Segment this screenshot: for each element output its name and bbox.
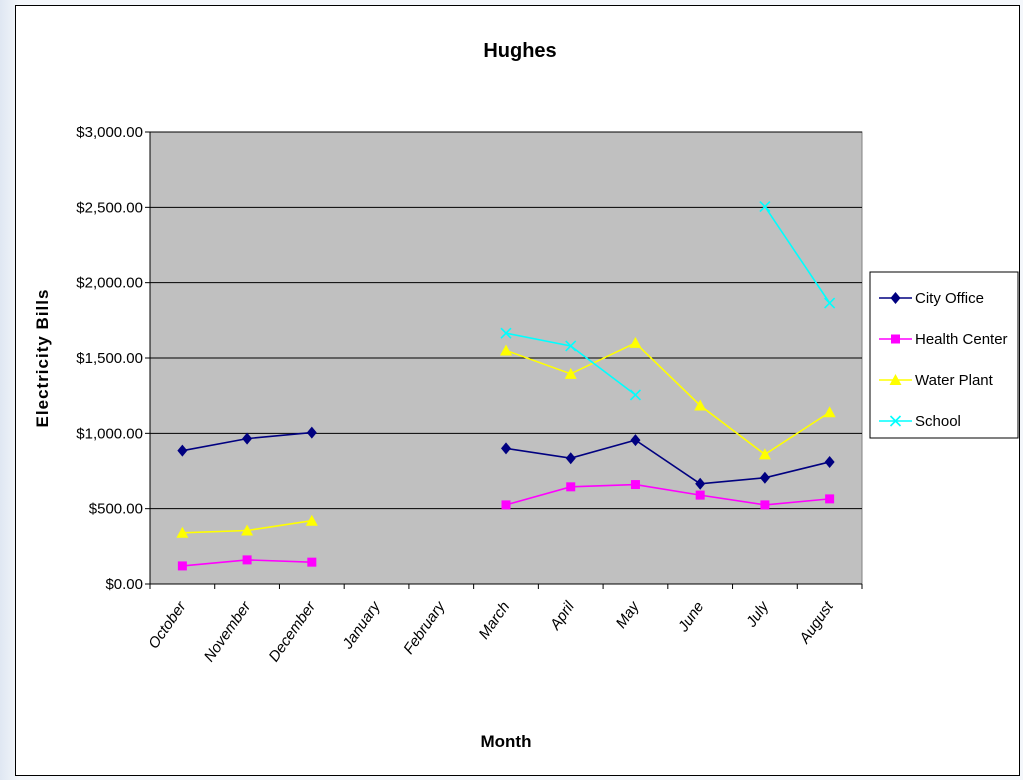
y-tick-label: $1,000.00: [76, 425, 143, 442]
data-point-water-plant: [823, 406, 836, 418]
data-point-health-center: [501, 500, 511, 510]
legend-label-health-center: Health Center: [915, 331, 1008, 348]
x-tick-label: February: [400, 597, 449, 657]
data-point-health-center: [242, 555, 252, 565]
y-tick-label: $0.00: [105, 576, 143, 593]
data-point-water-plant: [564, 367, 577, 379]
y-tick-label: $2,500.00: [76, 199, 143, 216]
x-tick-label: March: [475, 599, 513, 643]
data-point-health-center: [307, 557, 317, 567]
data-point-city-office: [565, 452, 576, 465]
data-point-water-plant: [305, 514, 318, 526]
data-point-city-office: [759, 471, 770, 484]
data-point-water-plant: [500, 344, 512, 356]
data-point-city-office: [824, 455, 835, 468]
series-line-school: [764, 206, 831, 304]
series-line-water-plant: [505, 341, 831, 456]
legend-label-city-office: City Office: [915, 290, 984, 307]
data-point-water-plant: [241, 524, 254, 536]
data-point-city-office: [695, 477, 706, 490]
data-point-city-office: [501, 442, 511, 455]
data-point-city-office: [177, 444, 188, 457]
legend-marker-water-plant: [889, 374, 902, 385]
x-tick-label: January: [339, 597, 385, 653]
data-point-water-plant: [176, 526, 189, 538]
data-point-city-office: [306, 426, 317, 439]
x-tick-label: December: [265, 598, 319, 665]
data-point-health-center: [630, 480, 640, 490]
data-point-water-plant: [629, 336, 642, 348]
x-tick-label: October: [145, 598, 190, 652]
data-point-water-plant: [758, 448, 771, 460]
data-point-school: [759, 201, 771, 213]
x-tick-label: June: [674, 599, 707, 636]
legend-marker-city-office: [890, 292, 901, 304]
x-tick-label: August: [796, 598, 838, 648]
data-point-health-center: [825, 494, 835, 504]
x-tick-label: May: [613, 597, 644, 631]
y-tick-label: $2,000.00: [76, 275, 143, 292]
series-line-city-office: [505, 439, 830, 485]
y-tick-label: $1,500.00: [76, 350, 143, 367]
data-point-school: [565, 340, 577, 352]
x-axis-title: Month: [481, 732, 532, 751]
data-point-school: [629, 389, 642, 401]
x-tick-label: November: [201, 598, 255, 665]
x-tick-label: July: [742, 597, 773, 631]
data-point-health-center: [177, 561, 187, 571]
data-point-city-office: [630, 434, 641, 447]
data-point-water-plant: [694, 399, 707, 411]
series-line-health-center: [505, 483, 830, 506]
y-tick-label: $500.00: [89, 501, 143, 518]
data-point-school: [500, 327, 512, 339]
data-point-health-center: [695, 490, 705, 500]
data-point-health-center: [566, 482, 576, 492]
legend-marker-school: [889, 415, 902, 427]
x-tick-label: April: [546, 598, 578, 634]
legend-marker-health-center: [891, 334, 900, 344]
chart-title: Hughes: [483, 40, 556, 62]
data-point-city-office: [242, 432, 253, 445]
legend-label-water-plant: Water Plant: [915, 372, 994, 389]
legend-label-school: School: [915, 413, 961, 430]
y-axis-title: Electricity Bills: [33, 289, 52, 428]
data-point-health-center: [760, 500, 770, 510]
data-point-school: [824, 297, 836, 309]
y-tick-label: $3,000.00: [76, 124, 143, 141]
